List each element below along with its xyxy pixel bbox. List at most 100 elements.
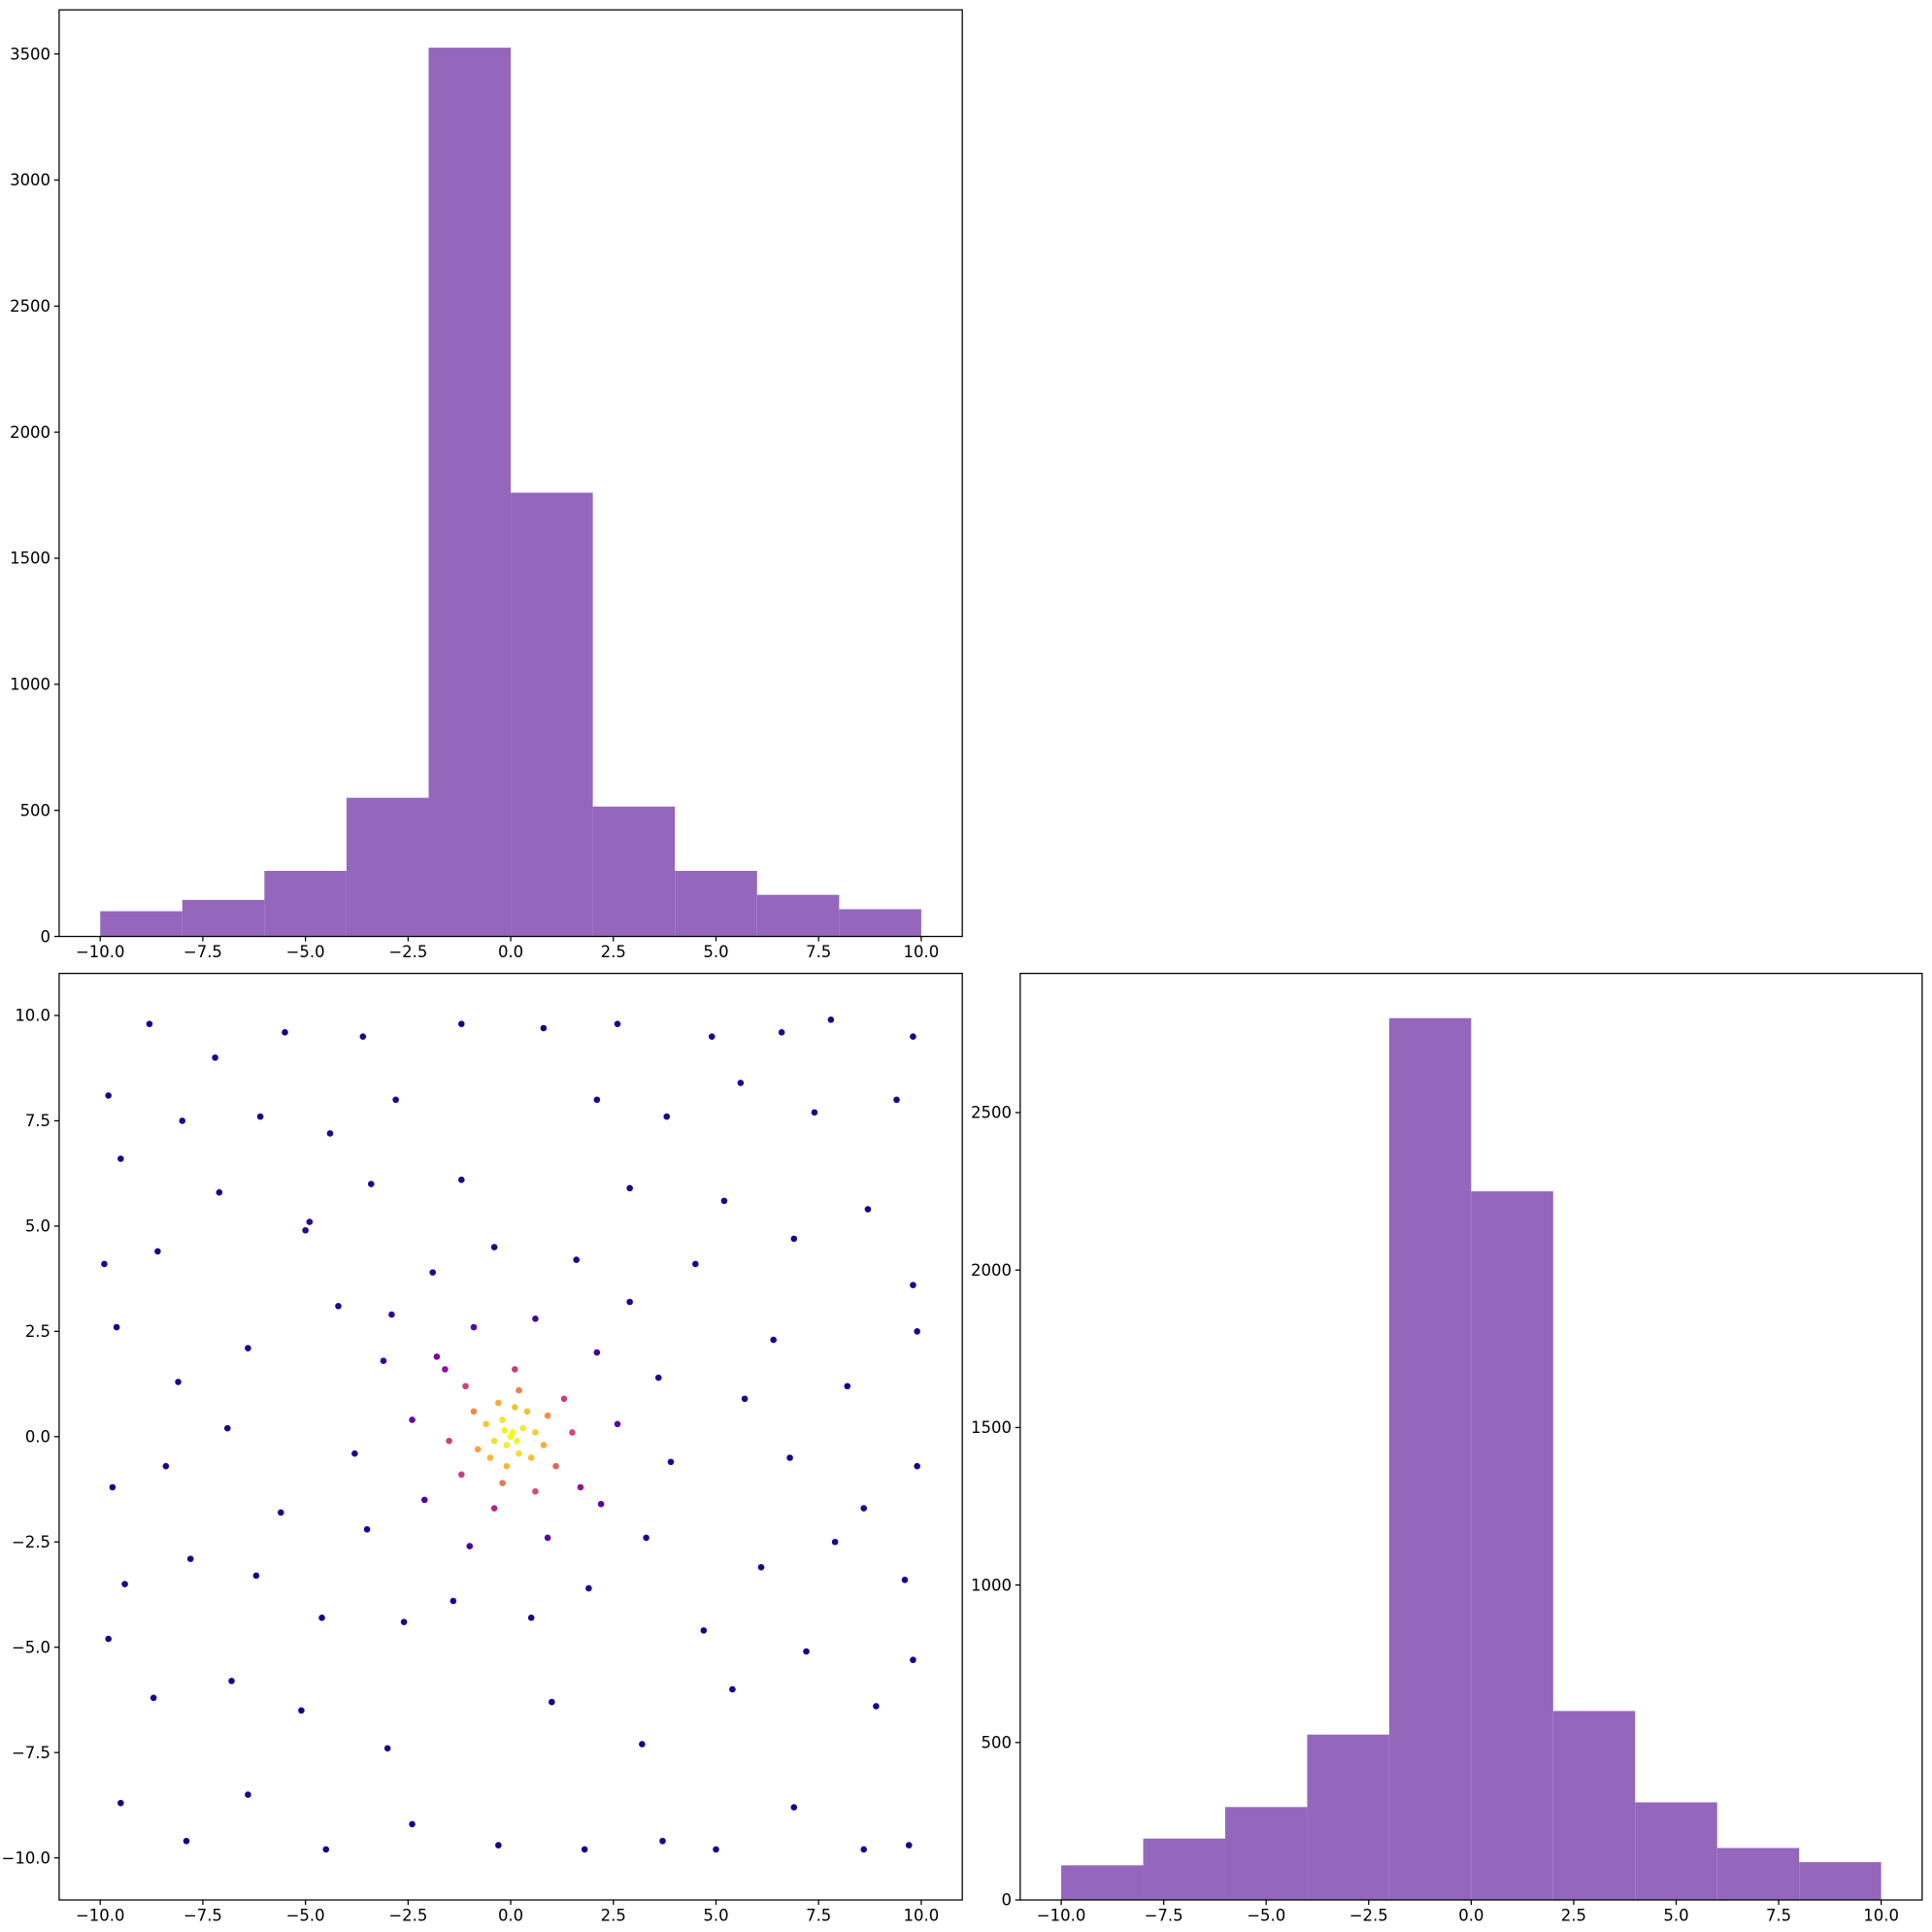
scatter-point bbox=[499, 1480, 506, 1486]
scatter-point bbox=[363, 1525, 371, 1533]
y-tick-label: 1500 bbox=[971, 1418, 1012, 1437]
scatter-point bbox=[519, 1424, 527, 1432]
scatter-point bbox=[400, 1618, 408, 1625]
scatter-point bbox=[643, 1534, 650, 1542]
x-tick-label: −10.0 bbox=[76, 943, 125, 961]
scatter-point bbox=[914, 1328, 920, 1335]
scatter-point bbox=[486, 1454, 494, 1461]
y-tick-label: 2000 bbox=[10, 423, 50, 442]
scatter-point bbox=[910, 1282, 916, 1288]
scatter-point bbox=[503, 1462, 511, 1470]
bar bbox=[264, 871, 347, 937]
x-tick-label: −5.0 bbox=[286, 1907, 325, 1925]
scatter-point bbox=[873, 1703, 880, 1710]
scatter-point bbox=[212, 1054, 218, 1061]
x-tick-label: 7.5 bbox=[1766, 1907, 1791, 1925]
scatter-point bbox=[277, 1509, 284, 1516]
scatter-point bbox=[433, 1353, 441, 1360]
scatter-point bbox=[790, 1804, 798, 1811]
scatter-point bbox=[593, 1096, 601, 1104]
scatter-point bbox=[105, 1635, 112, 1643]
scatter-point bbox=[893, 1096, 900, 1104]
scatter-point bbox=[516, 1386, 522, 1394]
x-tick-label: −5.0 bbox=[286, 943, 325, 961]
y-tick-label: 500 bbox=[981, 1734, 1011, 1752]
x-tick-label: −2.5 bbox=[1349, 1907, 1388, 1925]
scatter-point bbox=[532, 1487, 539, 1495]
x-tick-label: −7.5 bbox=[183, 943, 222, 961]
scatter-point bbox=[560, 1395, 568, 1403]
bar bbox=[1716, 1848, 1800, 1901]
x-tick-label: 0.0 bbox=[1458, 1907, 1483, 1925]
scatter-point bbox=[516, 1449, 522, 1457]
scatter-point bbox=[511, 1366, 518, 1373]
x-tick-label: −7.5 bbox=[1145, 1907, 1183, 1925]
scatter-point bbox=[844, 1382, 851, 1390]
bar bbox=[1388, 1017, 1472, 1901]
scatter-point bbox=[101, 1260, 108, 1268]
bar bbox=[100, 911, 183, 937]
bar bbox=[1061, 1865, 1144, 1901]
scatter-point bbox=[914, 1462, 920, 1470]
bar bbox=[839, 909, 921, 937]
x-tick-label: 2.5 bbox=[601, 943, 626, 961]
scatter-point bbox=[532, 1429, 539, 1436]
x-tick-label: 7.5 bbox=[806, 1907, 831, 1925]
scatter-point bbox=[175, 1379, 182, 1385]
x-tick-label: 10.0 bbox=[904, 943, 940, 961]
scatter-point bbox=[639, 1741, 646, 1748]
scatter-point bbox=[692, 1260, 699, 1268]
x-tick-label: −10.0 bbox=[76, 1907, 125, 1925]
scatter-point bbox=[499, 1416, 506, 1423]
y-tick-label: 3000 bbox=[10, 171, 50, 189]
scatter-point bbox=[216, 1188, 223, 1196]
x-tick-label: 5.0 bbox=[1663, 1907, 1688, 1925]
bar bbox=[346, 797, 429, 937]
x-tick-label: 5.0 bbox=[703, 943, 728, 961]
y-tick-label: 1500 bbox=[10, 550, 50, 568]
scatter-point bbox=[654, 1374, 662, 1382]
bar bbox=[1552, 1711, 1636, 1901]
axes: −10.0 −7.5 −5.0 −2.5 0.0 2.5 5.0 7.5 10.0 0 500 100… bbox=[971, 972, 1923, 1925]
bar bbox=[428, 48, 512, 937]
scatter-point bbox=[429, 1269, 437, 1276]
scatter-point bbox=[380, 1357, 387, 1365]
scatter-point bbox=[388, 1311, 395, 1318]
scatter-point bbox=[597, 1500, 605, 1508]
bar bbox=[756, 894, 840, 937]
scatter-point bbox=[109, 1483, 117, 1491]
scatter-point bbox=[117, 1155, 124, 1162]
y-tick-label: 0 bbox=[1001, 1891, 1012, 1910]
scatter-point bbox=[490, 1437, 498, 1445]
scatter-point bbox=[302, 1226, 309, 1234]
x-tick-label: −2.5 bbox=[388, 1907, 427, 1925]
scatter-point bbox=[420, 1496, 428, 1504]
scatter-point bbox=[351, 1449, 358, 1457]
bar bbox=[675, 871, 757, 937]
scatter-point bbox=[383, 1745, 391, 1752]
scatter-point bbox=[527, 1454, 535, 1461]
scatter-point bbox=[860, 1505, 868, 1512]
scatter-point bbox=[146, 1020, 153, 1027]
scatter-point bbox=[183, 1837, 190, 1845]
scatter-point bbox=[581, 1846, 588, 1853]
x-tick-label: −7.5 bbox=[183, 1907, 222, 1925]
scatter-point bbox=[860, 1846, 868, 1853]
scatter-point bbox=[359, 1033, 367, 1040]
x-tick-label: −5.0 bbox=[1247, 1907, 1285, 1925]
scatter-point bbox=[462, 1382, 469, 1390]
y-tick-label: 500 bbox=[20, 801, 50, 819]
scatter-point bbox=[186, 1555, 194, 1562]
scatter-point bbox=[523, 1408, 531, 1416]
scatter-point bbox=[544, 1412, 551, 1419]
y-tick-label: 0 bbox=[41, 927, 50, 946]
scatter-point bbox=[626, 1298, 633, 1306]
bar bbox=[182, 899, 265, 937]
y-tick-label: −7.5 bbox=[12, 1744, 50, 1762]
scatter-point bbox=[245, 1791, 251, 1798]
scatter-point bbox=[626, 1184, 633, 1192]
scatter-point bbox=[105, 1092, 112, 1099]
scatter-point bbox=[252, 1572, 260, 1580]
